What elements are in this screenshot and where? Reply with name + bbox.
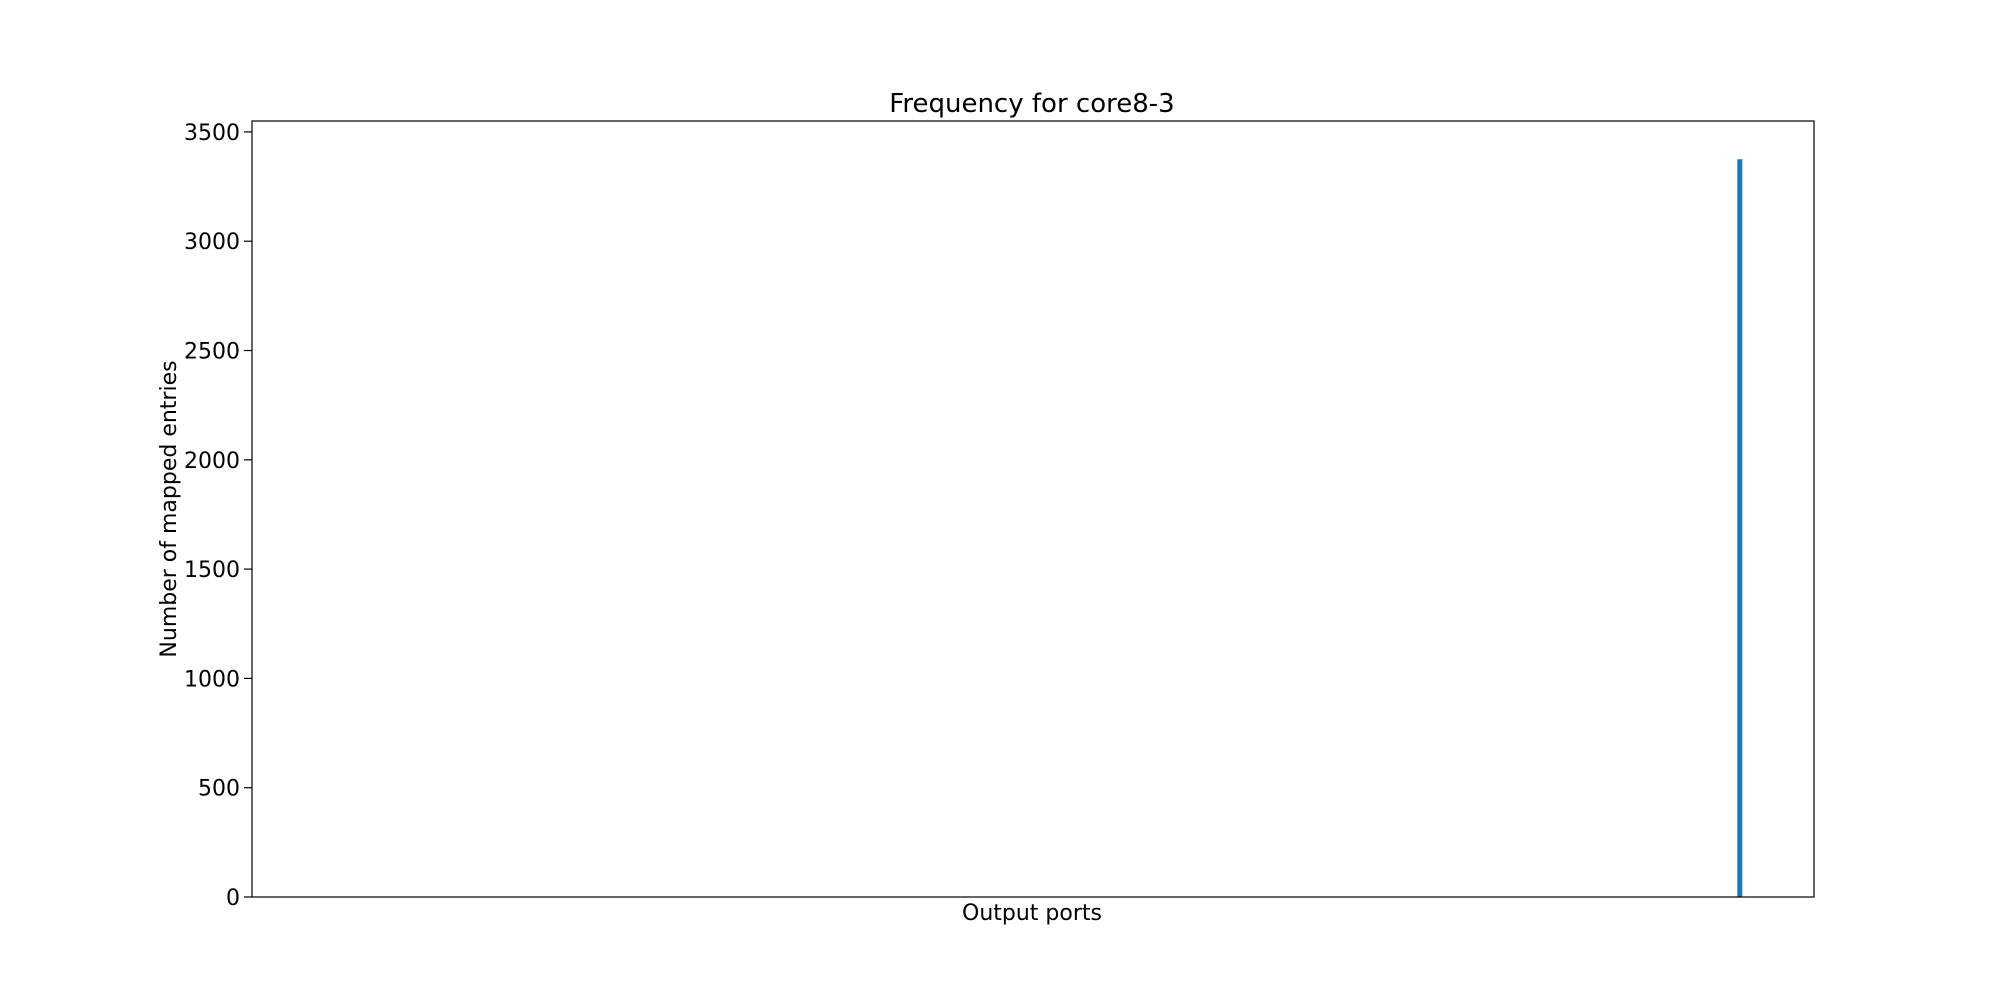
bar (1737, 159, 1743, 897)
y-tick-label: 2000 (184, 449, 240, 474)
y-tick-label: 1500 (184, 558, 240, 583)
y-tick-label: 3500 (184, 121, 240, 146)
y-tick-label: 500 (198, 777, 240, 802)
y-axis-ticks: 0 500 1000 1500 2000 2500 3000 3500 (184, 121, 252, 911)
y-tick-label: 2500 (184, 340, 240, 365)
bar-series (1737, 159, 1743, 897)
y-tick-label: 0 (226, 886, 240, 911)
y-tick-label: 1000 (184, 667, 240, 692)
x-axis-label: Output ports (962, 901, 1102, 926)
y-tick-label: 3000 (184, 230, 240, 255)
chart-title: Frequency for core8-3 (889, 89, 1174, 119)
y-axis-label: Number of mapped entries (157, 360, 182, 657)
plot-frame (251, 120, 1815, 898)
